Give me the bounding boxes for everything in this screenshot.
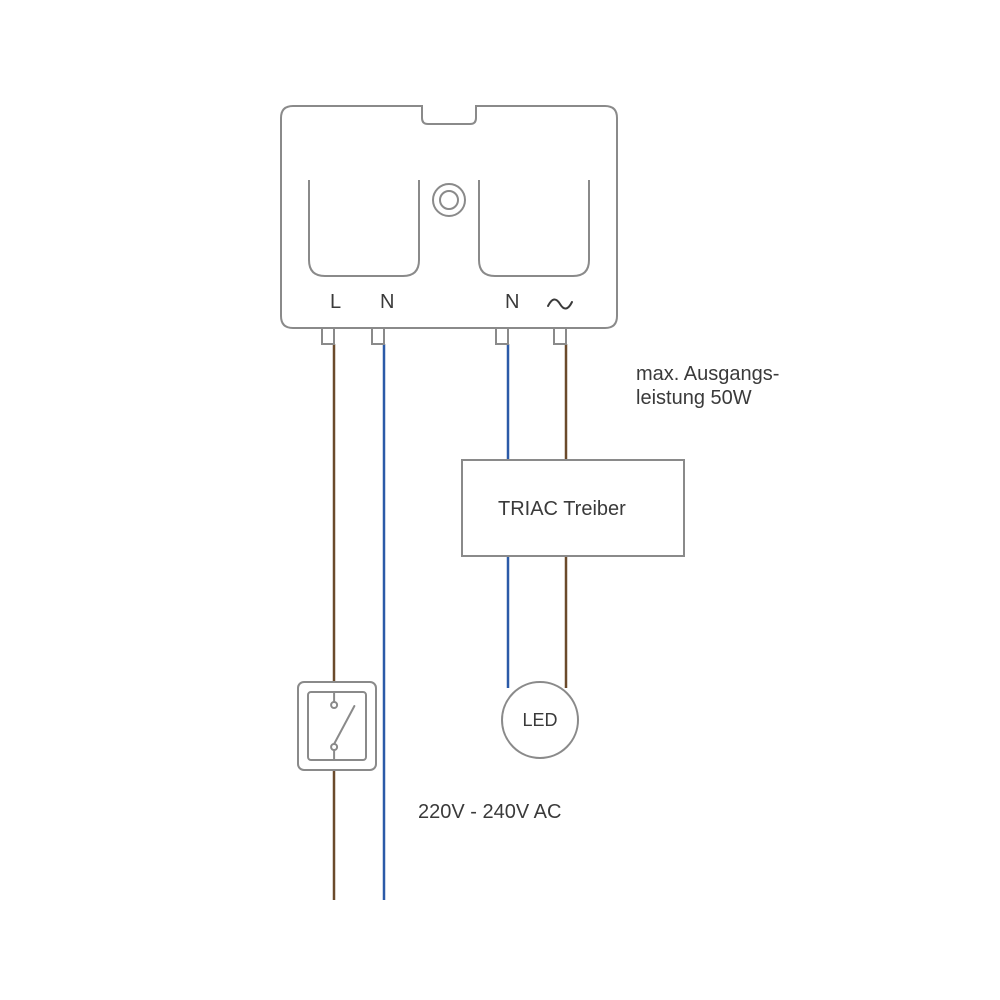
module-pin-0 — [322, 328, 334, 344]
module-label-N2: N — [505, 291, 519, 313]
annotation-max-output-1: max. Ausgangs- — [636, 363, 779, 385]
wiring-diagram: L N N TRIAC Treiber LED max. Ausgangs-leistun… — [0, 0, 1000, 1000]
module-label-L: L — [330, 291, 341, 313]
module-label-N1: N — [380, 291, 394, 313]
module-pin-2 — [496, 328, 508, 344]
dimmer-module: LNN — [281, 106, 617, 344]
mains-switch-outer — [298, 682, 376, 770]
module-pin-1 — [372, 328, 384, 344]
module-pin-3 — [554, 328, 566, 344]
annotation-mains: 220V - 240V AC — [418, 801, 561, 823]
triac-driver-label: TRIAC Treiber — [498, 498, 626, 520]
annotation-max-output-2: leistung 50W — [636, 387, 752, 409]
led-label: LED — [522, 710, 557, 730]
